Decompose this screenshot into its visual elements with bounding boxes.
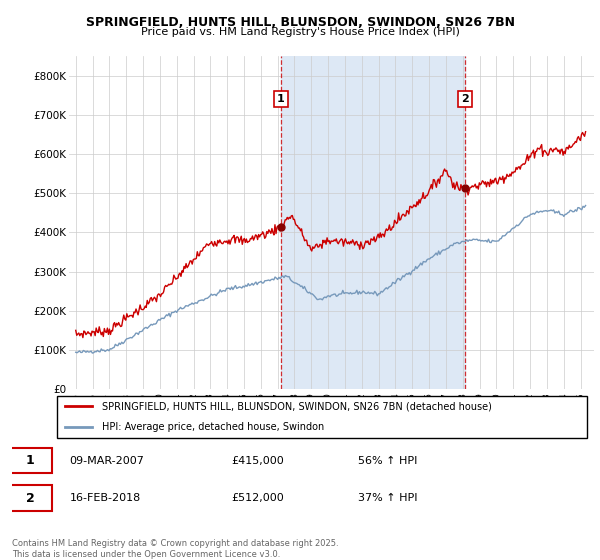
Text: 56% ↑ HPI: 56% ↑ HPI [358, 455, 417, 465]
Text: 37% ↑ HPI: 37% ↑ HPI [358, 493, 417, 503]
Text: Price paid vs. HM Land Registry's House Price Index (HPI): Price paid vs. HM Land Registry's House … [140, 27, 460, 37]
Text: £512,000: £512,000 [231, 493, 284, 503]
Text: Contains HM Land Registry data © Crown copyright and database right 2025.
This d: Contains HM Land Registry data © Crown c… [12, 539, 338, 559]
Text: 09-MAR-2007: 09-MAR-2007 [70, 455, 145, 465]
Text: 1: 1 [26, 454, 35, 467]
Text: SPRINGFIELD, HUNTS HILL, BLUNSDON, SWINDON, SN26 7BN: SPRINGFIELD, HUNTS HILL, BLUNSDON, SWIND… [86, 16, 515, 29]
Text: HPI: Average price, detached house, Swindon: HPI: Average price, detached house, Swin… [103, 422, 325, 432]
Bar [281, 56, 465, 389]
FancyBboxPatch shape [9, 486, 52, 511]
Text: 2: 2 [461, 94, 469, 104]
Text: 2: 2 [26, 492, 35, 505]
Text: SPRINGFIELD, HUNTS HILL, BLUNSDON, SWINDON, SN26 7BN (detached house): SPRINGFIELD, HUNTS HILL, BLUNSDON, SWIND… [103, 401, 492, 411]
Text: 16-FEB-2018: 16-FEB-2018 [70, 493, 141, 503]
FancyBboxPatch shape [56, 395, 587, 438]
Text: £415,000: £415,000 [231, 455, 284, 465]
Text: 1: 1 [277, 94, 285, 104]
FancyBboxPatch shape [9, 447, 52, 473]
